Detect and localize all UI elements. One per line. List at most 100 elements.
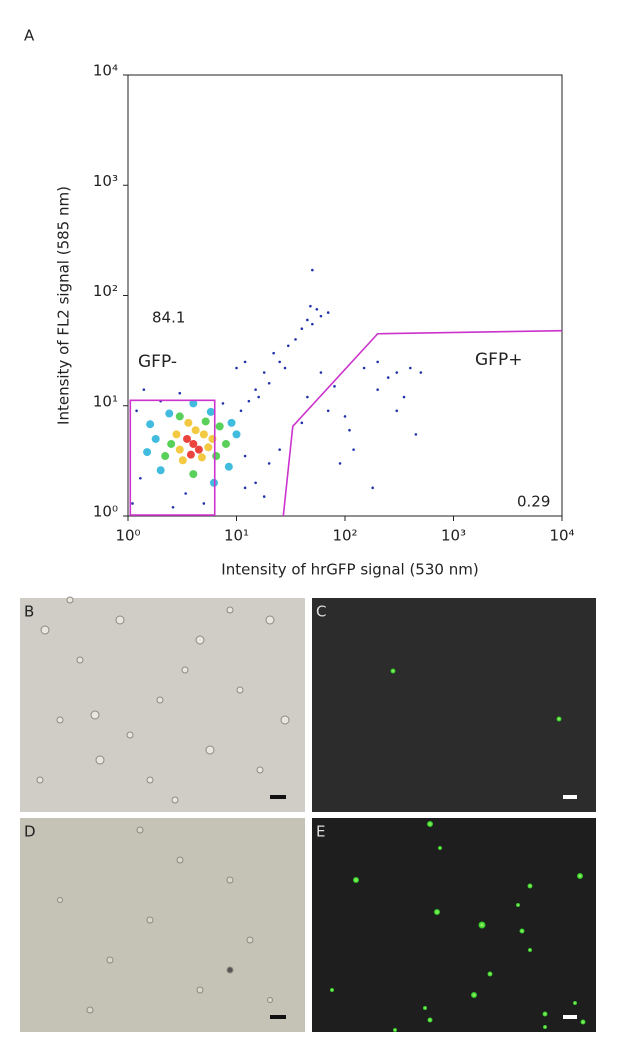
- point: [189, 470, 198, 479]
- point: [139, 476, 142, 480]
- point: [243, 486, 247, 490]
- point: [175, 445, 184, 454]
- point: [239, 409, 243, 413]
- scale-bar: [563, 1015, 577, 1019]
- point: [183, 434, 192, 443]
- cells: [57, 826, 273, 1014]
- gfp-cell: [556, 716, 562, 722]
- point: [227, 418, 236, 427]
- point: [267, 462, 271, 465]
- point: [376, 360, 379, 364]
- point: [311, 268, 314, 272]
- point: [151, 434, 160, 443]
- fluorescence-image: [312, 598, 596, 812]
- point: [161, 452, 170, 461]
- point: [206, 407, 215, 416]
- point: [319, 314, 323, 318]
- point: [243, 360, 247, 364]
- point: [243, 454, 247, 458]
- panel-label: D: [24, 823, 36, 841]
- point: [311, 322, 314, 326]
- plot-frame: [127, 74, 563, 517]
- point: [272, 351, 275, 355]
- point: [254, 388, 257, 391]
- gfp-cell: [390, 668, 396, 674]
- point: [224, 462, 233, 471]
- point: [235, 366, 238, 370]
- panel-label: B: [24, 603, 34, 621]
- point: [409, 366, 412, 370]
- point: [419, 371, 423, 374]
- panel-label: C: [316, 603, 326, 621]
- y-tick-label: 10¹: [93, 392, 118, 410]
- y-tick-label: 10²: [93, 282, 118, 300]
- point: [371, 486, 374, 490]
- point: [254, 481, 257, 485]
- point: [171, 505, 175, 509]
- gate: [282, 329, 563, 517]
- point: [221, 402, 225, 405]
- y-tick-label: 10⁴: [93, 62, 118, 80]
- plot: 10⁰ 10¹ 10² 10³ 10⁴ 10⁰ 10¹ 10² 10³ 10⁴ Intensity …: [55, 62, 575, 579]
- x-axis-label: Intensity of hrGFP signal (530 nm): [221, 561, 478, 579]
- point: [175, 412, 184, 421]
- scale-bar: [563, 795, 577, 799]
- gate-percent: 0.29: [517, 493, 550, 511]
- point: [146, 420, 155, 429]
- point: [262, 495, 266, 498]
- point: [294, 338, 297, 341]
- point: [199, 430, 208, 439]
- gfp-cells: [330, 821, 586, 1032]
- point: [204, 443, 213, 452]
- scale-bar: [270, 1015, 286, 1019]
- x-tick-label: 10⁰: [115, 527, 140, 545]
- point: [165, 409, 174, 418]
- gate-name: GFP+: [475, 350, 522, 370]
- point: [306, 395, 309, 399]
- point: [376, 388, 379, 391]
- point: [278, 360, 281, 364]
- point: [262, 371, 266, 374]
- point: [338, 462, 342, 465]
- point: [189, 399, 198, 408]
- x-tick-label: 10⁴: [549, 527, 574, 545]
- point: [278, 448, 281, 451]
- point: [306, 318, 309, 322]
- point: [167, 439, 176, 448]
- point: [326, 311, 330, 314]
- y-tick-label: 10⁰: [93, 503, 118, 521]
- point: [300, 421, 304, 425]
- point: [283, 366, 287, 370]
- point: [194, 445, 203, 454]
- panel-label: E: [316, 823, 325, 841]
- point: [201, 417, 210, 426]
- point: [221, 439, 230, 448]
- point: [172, 430, 181, 439]
- panel-label: A: [24, 27, 35, 45]
- point: [186, 450, 195, 459]
- point: [319, 371, 323, 374]
- point: [143, 448, 152, 457]
- point: [395, 409, 399, 413]
- point: [309, 304, 312, 308]
- point: [267, 381, 271, 385]
- point: [142, 388, 146, 391]
- point: [386, 376, 390, 379]
- point: [362, 366, 366, 370]
- point: [247, 399, 251, 403]
- point: [300, 327, 304, 330]
- point: [197, 453, 206, 462]
- point: [348, 428, 351, 432]
- point: [131, 502, 134, 505]
- point: [189, 439, 198, 448]
- point: [343, 415, 347, 418]
- x-tick-label: 10¹: [224, 527, 249, 545]
- point: [202, 502, 206, 505]
- point: [333, 385, 336, 388]
- point: [178, 456, 187, 465]
- point: [212, 452, 221, 461]
- y-tick-label: 10³: [93, 172, 118, 190]
- point: [395, 371, 399, 374]
